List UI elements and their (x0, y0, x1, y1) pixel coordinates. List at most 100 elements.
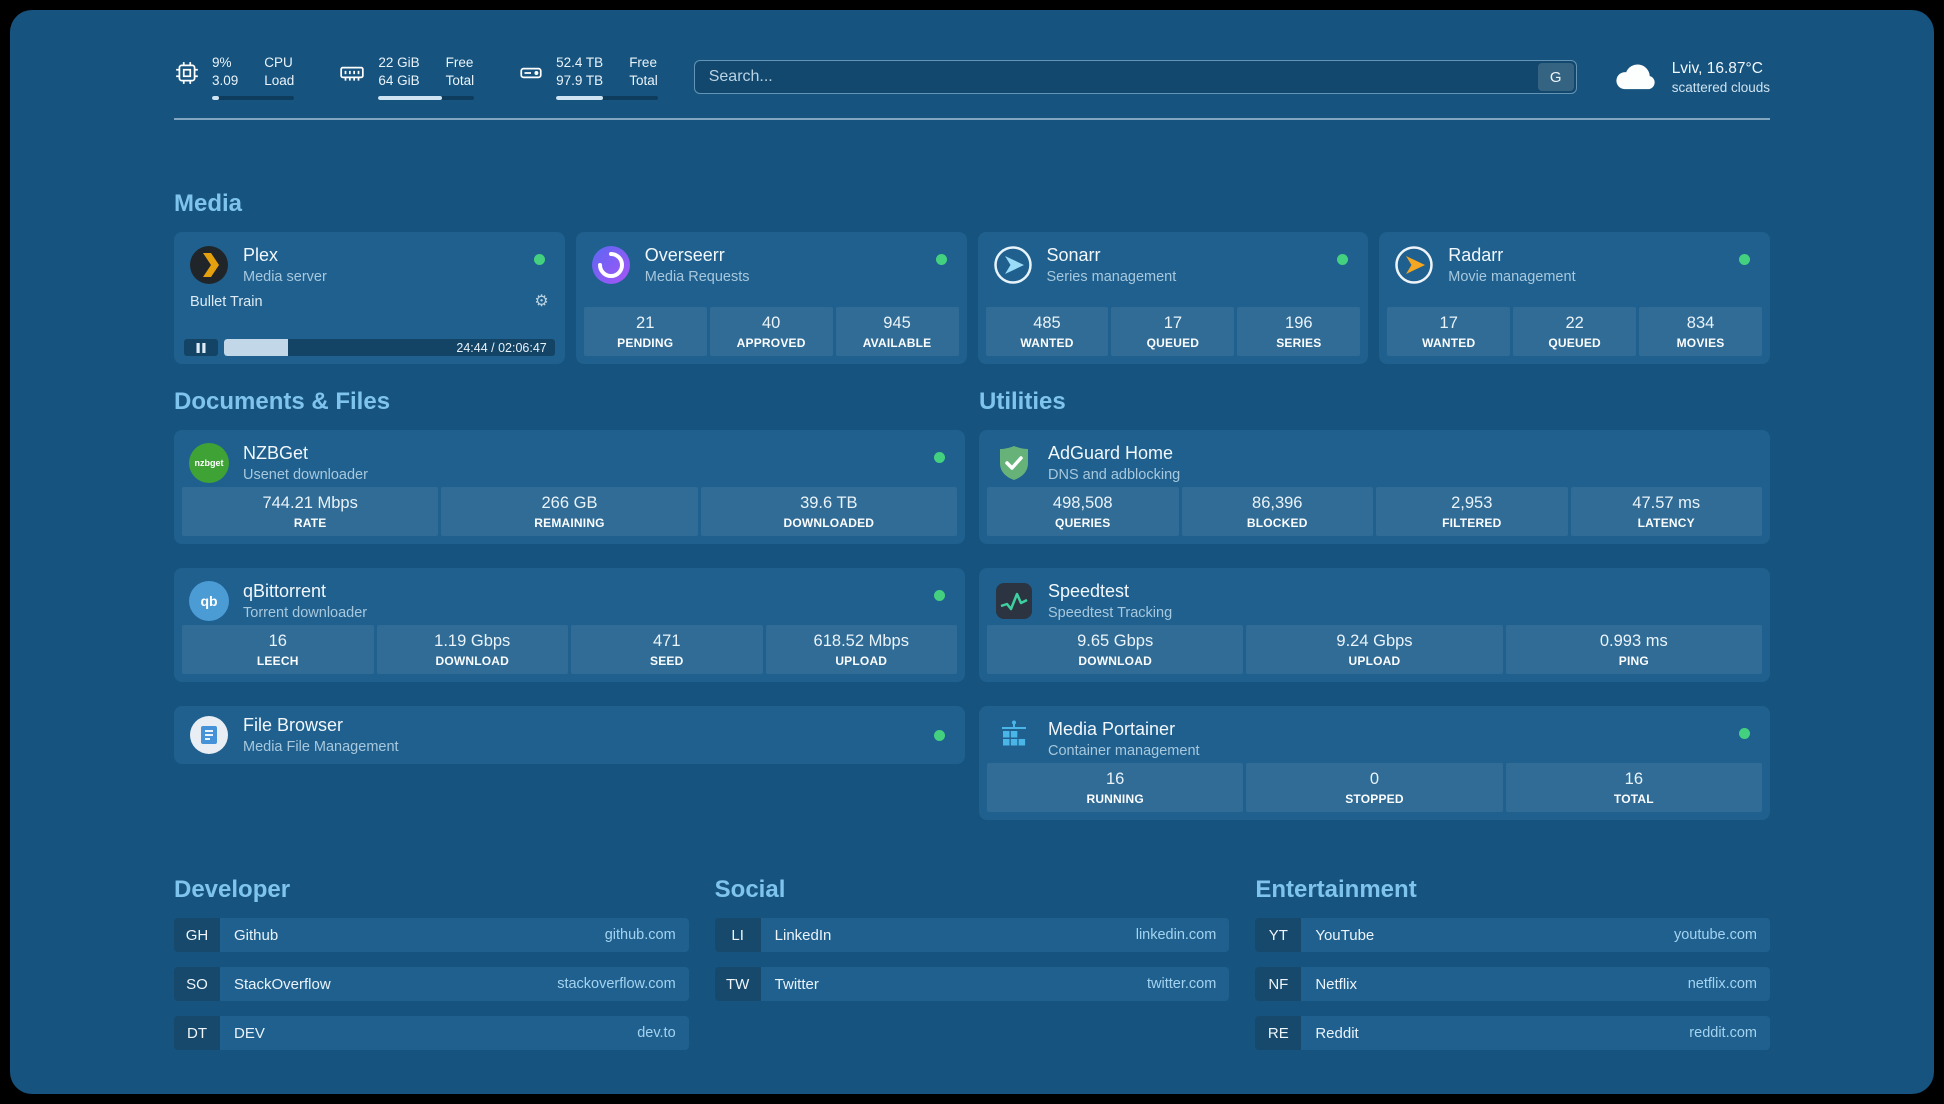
bookmark-url: netflix.com (1687, 976, 1757, 993)
bookmark-dev[interactable]: DT DEV dev.to (174, 1016, 689, 1051)
disk-total-value: 97.9 TB (556, 73, 604, 89)
stat-series: 196 SERIES (1237, 307, 1361, 357)
service-name: qBittorrent (243, 581, 327, 602)
section-title-social: Social (714, 876, 786, 904)
service-card-overseerr[interactable]: Overseerr Media Requests 21 PENDING 40 A… (575, 232, 967, 365)
cpu-load-value: 3.09 (212, 73, 239, 89)
sonarr-icon (992, 244, 1034, 286)
service-name: Overseerr (644, 245, 725, 266)
stat-wanted: 485 WANTED (985, 307, 1109, 357)
plex-progress-fill (224, 339, 289, 357)
service-card-plex[interactable]: Plex Media server Bullet Train ⚙ 24:44 / (174, 232, 565, 365)
service-name: File Browser (243, 715, 344, 736)
stat-downloaded: 39.6 TB DOWNLOADED (700, 487, 957, 537)
stat-total: 16 TOTAL (1505, 763, 1762, 813)
status-dot (1337, 254, 1349, 266)
search-provider-button[interactable]: G (1537, 63, 1574, 92)
service-card-nzbget[interactable]: nzbget NZBGet Usenet downloader 744.21 M… (174, 430, 965, 545)
stat-movies: 834 MOVIES (1639, 307, 1763, 357)
bookmark-netflix[interactable]: NF Netflix netflix.com (1255, 967, 1770, 1002)
adguard-icon (993, 442, 1035, 484)
section-title-media: Media (174, 190, 243, 218)
stat-latency: 47.57 ms LATENCY (1570, 487, 1762, 537)
disk-icon (518, 60, 544, 91)
disk-free-value: 52.4 TB (556, 55, 604, 70)
status-dot (934, 452, 945, 464)
bookmark-url: github.com (604, 927, 676, 944)
bookmark-url: reddit.com (1689, 1025, 1757, 1042)
plex-now-playing: Bullet Train (190, 294, 263, 311)
service-name: Plex (243, 245, 279, 266)
section-title-developer: Developer (174, 876, 291, 904)
service-card-speedtest[interactable]: Speedtest Speedtest Tracking 9.65 Gbps D… (979, 568, 1770, 683)
service-name: Radarr (1448, 245, 1504, 266)
status-dot (935, 254, 947, 266)
section-title-utilities: Utilities (979, 388, 1066, 416)
service-subtitle: Movie management (1448, 269, 1576, 286)
service-subtitle: Media server (243, 269, 327, 286)
memory-total-value: 64 GiB (378, 73, 420, 89)
portainer-icon (993, 718, 1035, 760)
bookmark-group-social: Social LI LinkedIn linkedin.com TW Twitt… (714, 876, 1230, 1050)
top-bar: 9% 3.09 CPU Load (174, 54, 1770, 101)
stat-download: 1.19 Gbps DOWNLOAD (376, 625, 568, 675)
bookmark-url: twitter.com (1147, 976, 1217, 993)
speedtest-icon (993, 580, 1035, 622)
service-subtitle: Usenet downloader (243, 467, 368, 484)
service-card-radarr[interactable]: Radarr Movie management 17 WANTED 22 QUE… (1379, 232, 1770, 365)
service-card-portainer[interactable]: Media Portainer Container management 16 … (979, 706, 1770, 821)
service-subtitle: Torrent downloader (243, 605, 368, 622)
nzbget-icon: nzbget (188, 442, 230, 484)
stat-available: 945 AVAILABLE (835, 307, 959, 357)
bookmark-name: YouTube (1315, 926, 1375, 944)
cpu-widget: 9% 3.09 CPU Load (174, 54, 295, 101)
service-card-sonarr[interactable]: Sonarr Series management 485 WANTED 17 Q… (977, 232, 1369, 365)
memory-icon (338, 60, 366, 91)
service-name: NZBGet (243, 443, 309, 464)
stat-queries: 498,508 QUERIES (987, 487, 1179, 537)
weather-widget: Lviv, 16.87°C scattered clouds (1613, 59, 1770, 96)
bookmark-abbr: YT (1255, 918, 1302, 953)
status-dot (533, 254, 545, 266)
bookmark-stackoverflow[interactable]: SO StackOverflow stackoverflow.com (174, 967, 689, 1002)
bookmark-abbr: GH (174, 918, 220, 953)
pause-button[interactable] (184, 339, 218, 357)
section-utilities: Utilities AdGuard Home DNS and adblockin… (979, 388, 1770, 821)
search-input[interactable] (693, 60, 1577, 95)
bookmark-name: LinkedIn (774, 926, 832, 944)
memory-widget: 22 GiB 64 GiB Free Total (338, 54, 475, 101)
memory-progress-bar (378, 96, 475, 101)
topbar-divider (174, 118, 1770, 121)
cpu-load-label: Load (264, 73, 295, 89)
bookmark-abbr: NF (1255, 967, 1302, 1002)
service-name: Media Portainer (1048, 719, 1176, 740)
service-card-filebrowser[interactable]: File Browser Media File Management (174, 706, 965, 765)
memory-total-label: Total (445, 73, 475, 89)
overseerr-icon (590, 244, 632, 286)
plex-elapsed-time: 24:44 / 02:06:47 (456, 340, 547, 355)
disk-total-label: Total (629, 73, 658, 89)
bookmark-group-entertainment: Entertainment YT YouTube youtube.com NF … (1255, 876, 1770, 1051)
cpu-progress-bar (212, 96, 295, 101)
section-title-documents: Documents & Files (174, 388, 391, 416)
service-card-qbittorrent[interactable]: qb qBittorrent Torrent downloader 16 LEE… (174, 568, 965, 683)
bookmark-name: StackOverflow (234, 975, 331, 993)
stat-queued: 22 QUEUED (1513, 307, 1637, 357)
stat-upload: 618.52 Mbps UPLOAD (765, 625, 957, 675)
service-subtitle: Media Requests (644, 269, 750, 286)
bookmark-github[interactable]: GH Github github.com (174, 918, 689, 953)
stat-pending: 21 PENDING (583, 307, 707, 357)
cpu-label: CPU (264, 55, 293, 70)
gear-icon[interactable]: ⚙ (534, 293, 549, 311)
bookmark-abbr: LI (714, 918, 761, 953)
bookmark-reddit[interactable]: RE Reddit reddit.com (1255, 1016, 1770, 1051)
stat-seed: 471 SEED (571, 625, 763, 675)
service-card-adguard[interactable]: AdGuard Home DNS and adblocking 498,508 … (979, 430, 1770, 545)
bookmark-linkedin[interactable]: LI LinkedIn linkedin.com (714, 918, 1230, 953)
dashboard-page: 9% 3.09 CPU Load (10, 10, 1934, 1094)
bookmark-youtube[interactable]: YT YouTube youtube.com (1255, 918, 1770, 953)
bookmark-url: dev.to (637, 1025, 676, 1042)
stat-wanted: 17 WANTED (1387, 307, 1511, 357)
bookmark-twitter[interactable]: TW Twitter twitter.com (714, 967, 1230, 1002)
